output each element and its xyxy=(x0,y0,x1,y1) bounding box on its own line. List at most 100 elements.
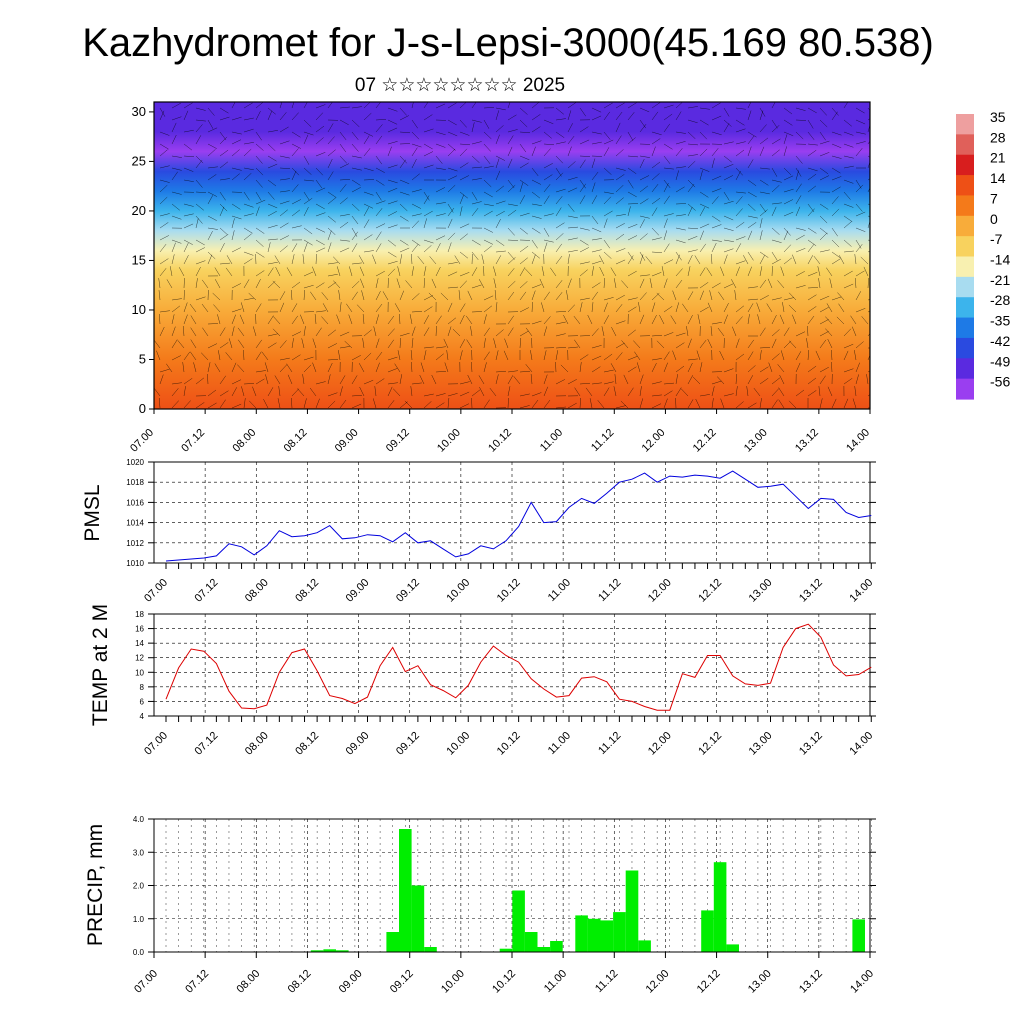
wind-barb xyxy=(231,314,236,325)
wind-barb xyxy=(303,155,310,165)
wind-barb xyxy=(447,175,458,181)
wind-barb xyxy=(195,203,204,211)
wind-barb xyxy=(661,266,665,277)
wind-barb xyxy=(159,243,167,253)
wind-barb xyxy=(863,266,869,277)
wind-barb xyxy=(543,184,551,193)
wind-barb xyxy=(771,138,781,145)
wind-barb xyxy=(651,183,659,193)
wind-barb xyxy=(483,362,487,373)
wind-barb xyxy=(243,398,246,409)
wind-barb xyxy=(231,308,242,313)
wind-barb xyxy=(214,363,221,373)
wind-barb xyxy=(687,160,696,169)
wind-barb xyxy=(734,290,737,301)
wind-barb xyxy=(759,398,762,409)
wind-barb xyxy=(621,280,629,289)
precip-x-tick-label: 08.00 xyxy=(234,968,262,996)
wind-barb xyxy=(513,376,521,385)
wind-barb xyxy=(519,119,528,128)
wind-barb xyxy=(692,376,701,385)
wind-barb xyxy=(507,239,519,241)
wind-barb xyxy=(231,379,242,385)
wind-barb xyxy=(375,223,386,229)
wind-barb xyxy=(228,338,233,349)
wind-barb xyxy=(195,402,205,409)
wind-barb xyxy=(243,167,254,171)
precip-bar xyxy=(537,947,551,952)
wind-barb xyxy=(723,119,732,127)
wind-barb xyxy=(747,110,752,121)
wind-barb xyxy=(651,362,657,373)
wind-barb xyxy=(435,393,446,397)
wind-barb xyxy=(639,398,644,409)
wind-barb xyxy=(567,237,578,241)
wind-barb xyxy=(447,393,458,397)
colorbar-swatch xyxy=(956,134,974,156)
wind-barb xyxy=(788,400,797,409)
wind-barb xyxy=(636,362,641,373)
wind-barb xyxy=(459,251,469,259)
wind-barb xyxy=(687,254,693,265)
wind-barb xyxy=(267,163,278,169)
precip-x-ticks: 07.00 07.12 08.00 08.12 09.00 09.12 10.00 10.12… xyxy=(132,952,876,996)
wind-barb xyxy=(788,292,797,301)
wind-barb xyxy=(471,267,478,277)
pmsl-grid xyxy=(153,461,871,564)
wind-barb xyxy=(675,214,686,217)
wind-barb xyxy=(493,278,497,289)
wind-barb xyxy=(231,247,242,253)
wind-barb xyxy=(459,175,470,181)
wind-barb xyxy=(711,102,721,109)
wind-barb xyxy=(663,195,670,205)
wind-barb xyxy=(327,136,335,145)
wind-barb xyxy=(327,242,332,253)
wind-barb xyxy=(615,304,623,313)
wind-barb xyxy=(411,203,422,209)
wind-barb xyxy=(387,339,395,349)
wind-barb xyxy=(435,167,446,170)
wind-barb xyxy=(483,119,490,129)
precip-bar xyxy=(499,948,513,952)
wind-barb xyxy=(435,155,443,164)
wind-barb xyxy=(645,256,653,265)
wind-barb xyxy=(399,290,405,301)
wind-barb xyxy=(339,221,349,229)
wind-barb xyxy=(735,236,746,241)
wind-barb xyxy=(855,227,866,232)
wind-barb xyxy=(431,278,437,289)
wind-barb xyxy=(627,155,639,158)
temp2m-x-tick-label: 12.12 xyxy=(696,730,724,758)
wind-barb xyxy=(267,143,276,152)
wind-barb xyxy=(603,369,614,373)
wind-barb xyxy=(780,350,785,361)
wind-barb xyxy=(363,379,374,385)
wind-barb xyxy=(159,258,169,265)
wind-barb xyxy=(195,239,205,246)
wind-barb xyxy=(435,187,446,193)
wind-barb xyxy=(483,191,493,198)
wind-barb xyxy=(507,315,515,325)
wind-barb xyxy=(603,297,614,301)
wind-barb xyxy=(315,398,320,409)
wind-barb xyxy=(495,125,504,133)
wind-barb xyxy=(855,141,866,145)
wind-barb xyxy=(397,266,401,277)
wind-barb xyxy=(771,314,777,325)
wind-barb xyxy=(375,351,383,361)
wind-barb xyxy=(579,269,588,277)
wind-barb xyxy=(603,353,613,361)
temp2m-x-tick-label: 09.00 xyxy=(344,730,372,758)
wind-barb xyxy=(321,292,329,301)
wind-barb xyxy=(663,278,668,289)
wind-barb xyxy=(351,215,359,225)
wind-barb xyxy=(591,141,602,145)
wind-barb xyxy=(807,131,815,140)
wind-barb xyxy=(759,251,769,258)
wind-barb xyxy=(831,143,842,149)
wind-barb xyxy=(663,306,673,313)
wind-barb xyxy=(699,207,706,217)
wind-barb xyxy=(219,342,229,349)
wind-barb xyxy=(687,314,693,325)
temp2m-y-tick-label: 14 xyxy=(135,639,144,648)
